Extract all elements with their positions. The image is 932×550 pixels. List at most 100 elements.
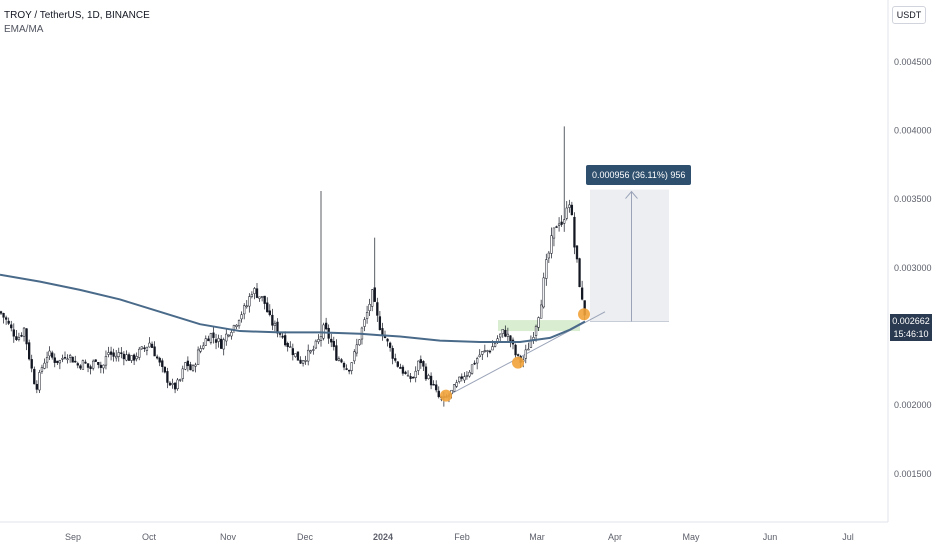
candle-body [240,314,243,320]
candle-body [580,287,584,300]
candle-body [368,303,371,312]
ma-line [0,273,586,344]
candle-body [120,352,123,354]
candle-body [63,357,67,359]
candle-body [540,304,543,319]
candle-body [61,358,64,360]
candle-body [112,352,115,357]
candle-body [335,345,338,361]
candle-body [309,350,312,353]
measure-label: 0.000956 (36.11%) 956 [586,165,692,185]
candle-body [171,383,174,385]
candle-body [71,356,74,363]
candle-body [196,349,200,365]
candle-body [104,356,108,366]
candle-body [358,339,361,346]
candle-body [419,359,422,364]
candle-body [575,245,579,260]
candle-body [81,360,85,370]
candle-body [568,204,571,208]
candle-body [271,314,274,326]
candle-body [156,356,159,359]
candle-body [337,358,341,361]
candle-body [437,390,440,398]
candle-body [253,288,256,294]
candle-body [4,317,8,320]
price-tick-label: 0.004000 [894,126,932,136]
symbol-title[interactable]: TROY / TetherUS, 1D, BINANCE [4,10,150,21]
indicator-label[interactable]: EMA/MA [4,24,44,35]
candle-body [227,334,230,337]
candle-body [348,369,351,372]
time-tick-label: Jun [763,532,778,542]
candle-body [258,296,261,299]
touch-point-marker [512,356,524,369]
candle-body [578,258,581,288]
candle-body [557,223,561,226]
candle-body [452,384,456,392]
currency-unit-button[interactable]: USDT [892,6,926,24]
candle-body [465,374,469,377]
price-tick-label: 0.003000 [894,263,932,273]
candle-body [281,335,284,338]
candle-body [365,312,369,319]
candle-body [493,343,497,347]
candle-body [143,347,146,349]
candle-body [48,350,51,357]
candle-body [534,325,538,336]
ma-line-layer [0,273,586,344]
candle-body [212,332,215,338]
candle-body [138,348,141,358]
candle-body [312,349,315,351]
candle-body [409,376,412,379]
candle-body [550,235,553,254]
candle-body [381,328,384,336]
candle-body [307,349,310,362]
candle-body [255,288,259,298]
candle-body [476,358,479,364]
price-tick-label: 0.002000 [894,400,932,410]
candle-body [304,360,307,362]
candle-body [317,339,320,343]
candle-body [166,371,169,383]
price-axis[interactable]: 0.0015000.0020000.0025000.0030000.003500… [894,57,932,479]
candle-body [186,360,190,367]
candle-body [342,362,346,368]
candle-body [504,329,507,337]
candle-body [199,348,202,352]
candle-body [168,382,172,386]
time-tick-label: 2024 [373,532,393,542]
candle-body [481,351,484,355]
candle-body [560,221,563,225]
candle-body [79,365,82,369]
candle-body [516,354,520,356]
candle-body [0,311,3,314]
time-tick-label: Nov [220,532,237,542]
candle-body [132,354,136,361]
candle-body [53,357,56,363]
touch-point-marker [440,389,452,402]
candle-body [68,355,72,358]
candle-body [296,351,300,361]
time-axis[interactable]: Sep Oct Nov Dec 2024 Feb Mar Apr May Jun Jul [65,532,854,542]
candle-body [552,227,556,239]
candle-body [394,358,397,361]
candle-body [332,340,335,347]
candle-body [422,361,425,367]
candle-body [417,360,420,371]
candle-body [94,359,97,362]
measure-arrow-head [625,190,638,199]
candle-body [499,333,502,338]
candle-body [284,335,287,346]
candle-body [432,383,435,386]
candle-body [248,296,251,307]
candle-body [40,367,44,372]
candle-body [12,329,15,337]
touch-point-marker [578,308,590,321]
candle-body [378,316,382,330]
candle-body [458,376,461,382]
candle-body [473,362,476,365]
candle-body [38,372,41,391]
candle-body [135,356,138,360]
